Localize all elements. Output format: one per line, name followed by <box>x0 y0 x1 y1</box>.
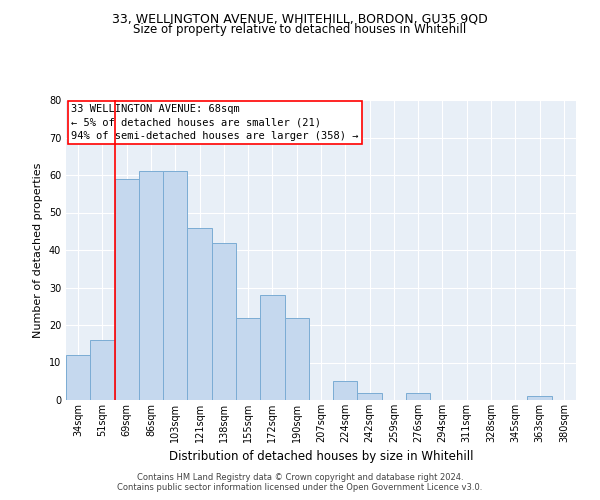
Bar <box>284 318 309 400</box>
Bar <box>115 179 139 400</box>
Bar <box>90 340 115 400</box>
Bar <box>527 396 552 400</box>
Bar <box>236 318 260 400</box>
Text: Size of property relative to detached houses in Whitehill: Size of property relative to detached ho… <box>133 22 467 36</box>
Bar <box>260 295 284 400</box>
X-axis label: Distribution of detached houses by size in Whitehill: Distribution of detached houses by size … <box>169 450 473 464</box>
Bar <box>406 392 430 400</box>
Bar <box>163 171 187 400</box>
Text: 33 WELLINGTON AVENUE: 68sqm
← 5% of detached houses are smaller (21)
94% of semi: 33 WELLINGTON AVENUE: 68sqm ← 5% of deta… <box>71 104 359 141</box>
Text: Contains public sector information licensed under the Open Government Licence v3: Contains public sector information licen… <box>118 484 482 492</box>
Bar <box>212 242 236 400</box>
Y-axis label: Number of detached properties: Number of detached properties <box>33 162 43 338</box>
Bar <box>66 355 90 400</box>
Bar <box>139 171 163 400</box>
Text: Contains HM Land Registry data © Crown copyright and database right 2024.: Contains HM Land Registry data © Crown c… <box>137 474 463 482</box>
Bar <box>187 228 212 400</box>
Text: 33, WELLINGTON AVENUE, WHITEHILL, BORDON, GU35 9QD: 33, WELLINGTON AVENUE, WHITEHILL, BORDON… <box>112 12 488 26</box>
Bar <box>358 392 382 400</box>
Bar <box>333 381 358 400</box>
